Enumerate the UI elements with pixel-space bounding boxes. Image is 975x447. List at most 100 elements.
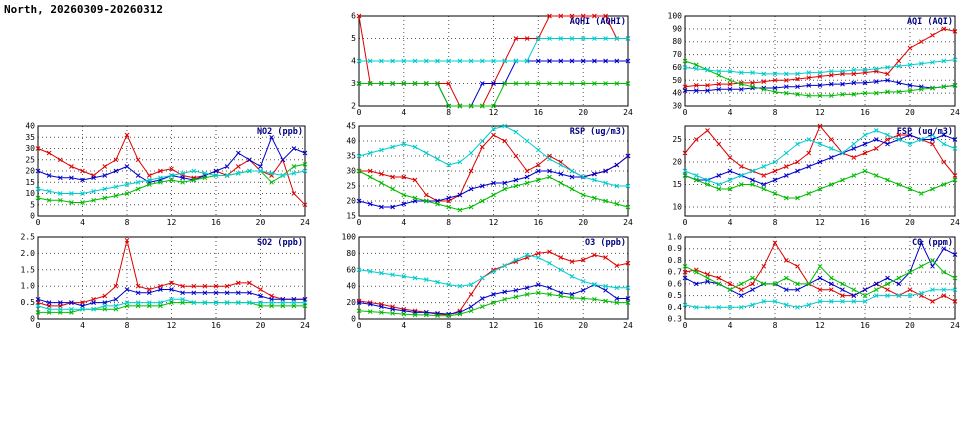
- svg-text:4: 4: [351, 57, 356, 66]
- svg-text:5: 5: [30, 200, 35, 209]
- svg-text:2.0: 2.0: [21, 249, 36, 258]
- chart-aqi: 30 40 50 60 70 80 90 100 0 4 8 12 16 20 24 AQI (AQI): [659, 12, 960, 119]
- svg-text:0: 0: [357, 321, 362, 330]
- svg-text:12: 12: [489, 218, 499, 227]
- svg-text:0.8: 0.8: [668, 256, 683, 265]
- svg-text:16: 16: [860, 218, 870, 227]
- svg-text:2: 2: [351, 102, 356, 111]
- svg-text:25: 25: [346, 182, 356, 191]
- svg-text:20: 20: [905, 218, 915, 227]
- svg-text:SO2 (ppb): SO2 (ppb): [257, 238, 303, 248]
- svg-text:90: 90: [672, 24, 682, 33]
- svg-text:30: 30: [346, 167, 356, 176]
- svg-text:20: 20: [256, 218, 266, 227]
- svg-text:16: 16: [533, 321, 543, 330]
- svg-text:40: 40: [25, 122, 35, 131]
- svg-text:0: 0: [683, 218, 688, 227]
- svg-text:20: 20: [905, 108, 915, 117]
- chart-aqhi: 2 3 4 5 6 0 4 8 12 16 20 24 AQHI (AQHI): [333, 12, 633, 119]
- svg-text:0: 0: [36, 218, 41, 227]
- svg-text:4: 4: [728, 218, 733, 227]
- svg-text:0.4: 0.4: [668, 303, 683, 312]
- svg-text:12: 12: [167, 321, 177, 330]
- svg-text:10: 10: [25, 189, 35, 198]
- svg-text:3: 3: [351, 79, 356, 88]
- svg-text:12: 12: [815, 108, 825, 117]
- chart-rsp: 15 20 25 30 35 40 45 0 4 8 12 16 20 24 RSP (ug/m3): [333, 122, 633, 229]
- svg-text:40: 40: [346, 282, 356, 291]
- svg-text:12: 12: [167, 218, 177, 227]
- svg-text:24: 24: [623, 218, 633, 227]
- svg-text:24: 24: [300, 321, 310, 330]
- svg-text:RSP (ug/m3): RSP (ug/m3): [570, 127, 626, 137]
- svg-text:0: 0: [351, 315, 356, 324]
- svg-text:4: 4: [401, 218, 406, 227]
- svg-text:0.5: 0.5: [668, 291, 683, 300]
- svg-text:25: 25: [672, 135, 682, 144]
- svg-text:8: 8: [446, 218, 451, 227]
- svg-text:20: 20: [256, 321, 266, 330]
- svg-text:0.7: 0.7: [668, 268, 683, 277]
- chart-o3: 0 20 40 60 80 100 0 4 8 12 16 20 24 O3 (ppb): [333, 233, 633, 332]
- svg-text:4: 4: [728, 108, 733, 117]
- svg-text:20: 20: [346, 298, 356, 307]
- svg-text:8: 8: [773, 218, 778, 227]
- svg-text:16: 16: [211, 321, 221, 330]
- svg-text:0.9: 0.9: [668, 244, 683, 253]
- svg-text:8: 8: [446, 321, 451, 330]
- svg-text:4: 4: [401, 321, 406, 330]
- svg-text:4: 4: [80, 321, 85, 330]
- svg-text:0.6: 0.6: [668, 279, 683, 288]
- svg-text:12: 12: [489, 108, 499, 117]
- svg-text:16: 16: [211, 218, 221, 227]
- svg-text:8: 8: [125, 321, 130, 330]
- svg-text:8: 8: [773, 108, 778, 117]
- svg-text:5: 5: [351, 34, 356, 43]
- svg-text:30: 30: [672, 102, 682, 111]
- svg-text:O3 (ppb): O3 (ppb): [585, 238, 626, 248]
- svg-text:CO (ppm): CO (ppm): [912, 238, 953, 248]
- svg-text:0: 0: [683, 321, 688, 330]
- svg-text:8: 8: [773, 321, 778, 330]
- svg-text:20: 20: [25, 167, 35, 176]
- svg-text:80: 80: [346, 249, 356, 258]
- chart-co: 0.3 0.4 0.5 0.6 0.7 0.8 0.9 1.0 0 4 8 12 16 20 24 CO (p…: [659, 233, 960, 332]
- svg-text:1.0: 1.0: [668, 233, 683, 242]
- svg-text:15: 15: [346, 212, 356, 221]
- page-title: North, 20260309-20260312: [4, 3, 163, 16]
- svg-text:16: 16: [860, 321, 870, 330]
- svg-text:30: 30: [25, 144, 35, 153]
- svg-text:8: 8: [446, 108, 451, 117]
- svg-text:4: 4: [728, 321, 733, 330]
- svg-text:15: 15: [672, 180, 682, 189]
- svg-text:0.5: 0.5: [21, 298, 36, 307]
- svg-text:60: 60: [672, 63, 682, 72]
- svg-text:40: 40: [346, 137, 356, 146]
- svg-text:20: 20: [578, 218, 588, 227]
- svg-text:24: 24: [950, 108, 960, 117]
- svg-text:25: 25: [25, 155, 35, 164]
- svg-text:4: 4: [80, 218, 85, 227]
- svg-text:20: 20: [905, 321, 915, 330]
- svg-text:45: 45: [346, 122, 356, 131]
- svg-text:20: 20: [346, 197, 356, 206]
- svg-text:70: 70: [672, 50, 682, 59]
- svg-text:0: 0: [357, 108, 362, 117]
- svg-text:8: 8: [125, 218, 130, 227]
- svg-text:0: 0: [30, 315, 35, 324]
- svg-text:35: 35: [25, 133, 35, 142]
- svg-text:10: 10: [672, 203, 682, 212]
- svg-text:24: 24: [300, 218, 310, 227]
- svg-text:20: 20: [672, 158, 682, 167]
- svg-text:NO2 (ppb): NO2 (ppb): [257, 127, 303, 137]
- svg-text:0.3: 0.3: [668, 315, 683, 324]
- svg-text:50: 50: [672, 76, 682, 85]
- svg-text:16: 16: [533, 108, 543, 117]
- svg-text:20: 20: [578, 321, 588, 330]
- svg-text:1.0: 1.0: [21, 282, 36, 291]
- svg-text:20: 20: [578, 108, 588, 117]
- svg-text:0: 0: [357, 218, 362, 227]
- svg-text:4: 4: [401, 108, 406, 117]
- svg-text:40: 40: [672, 89, 682, 98]
- svg-text:24: 24: [950, 321, 960, 330]
